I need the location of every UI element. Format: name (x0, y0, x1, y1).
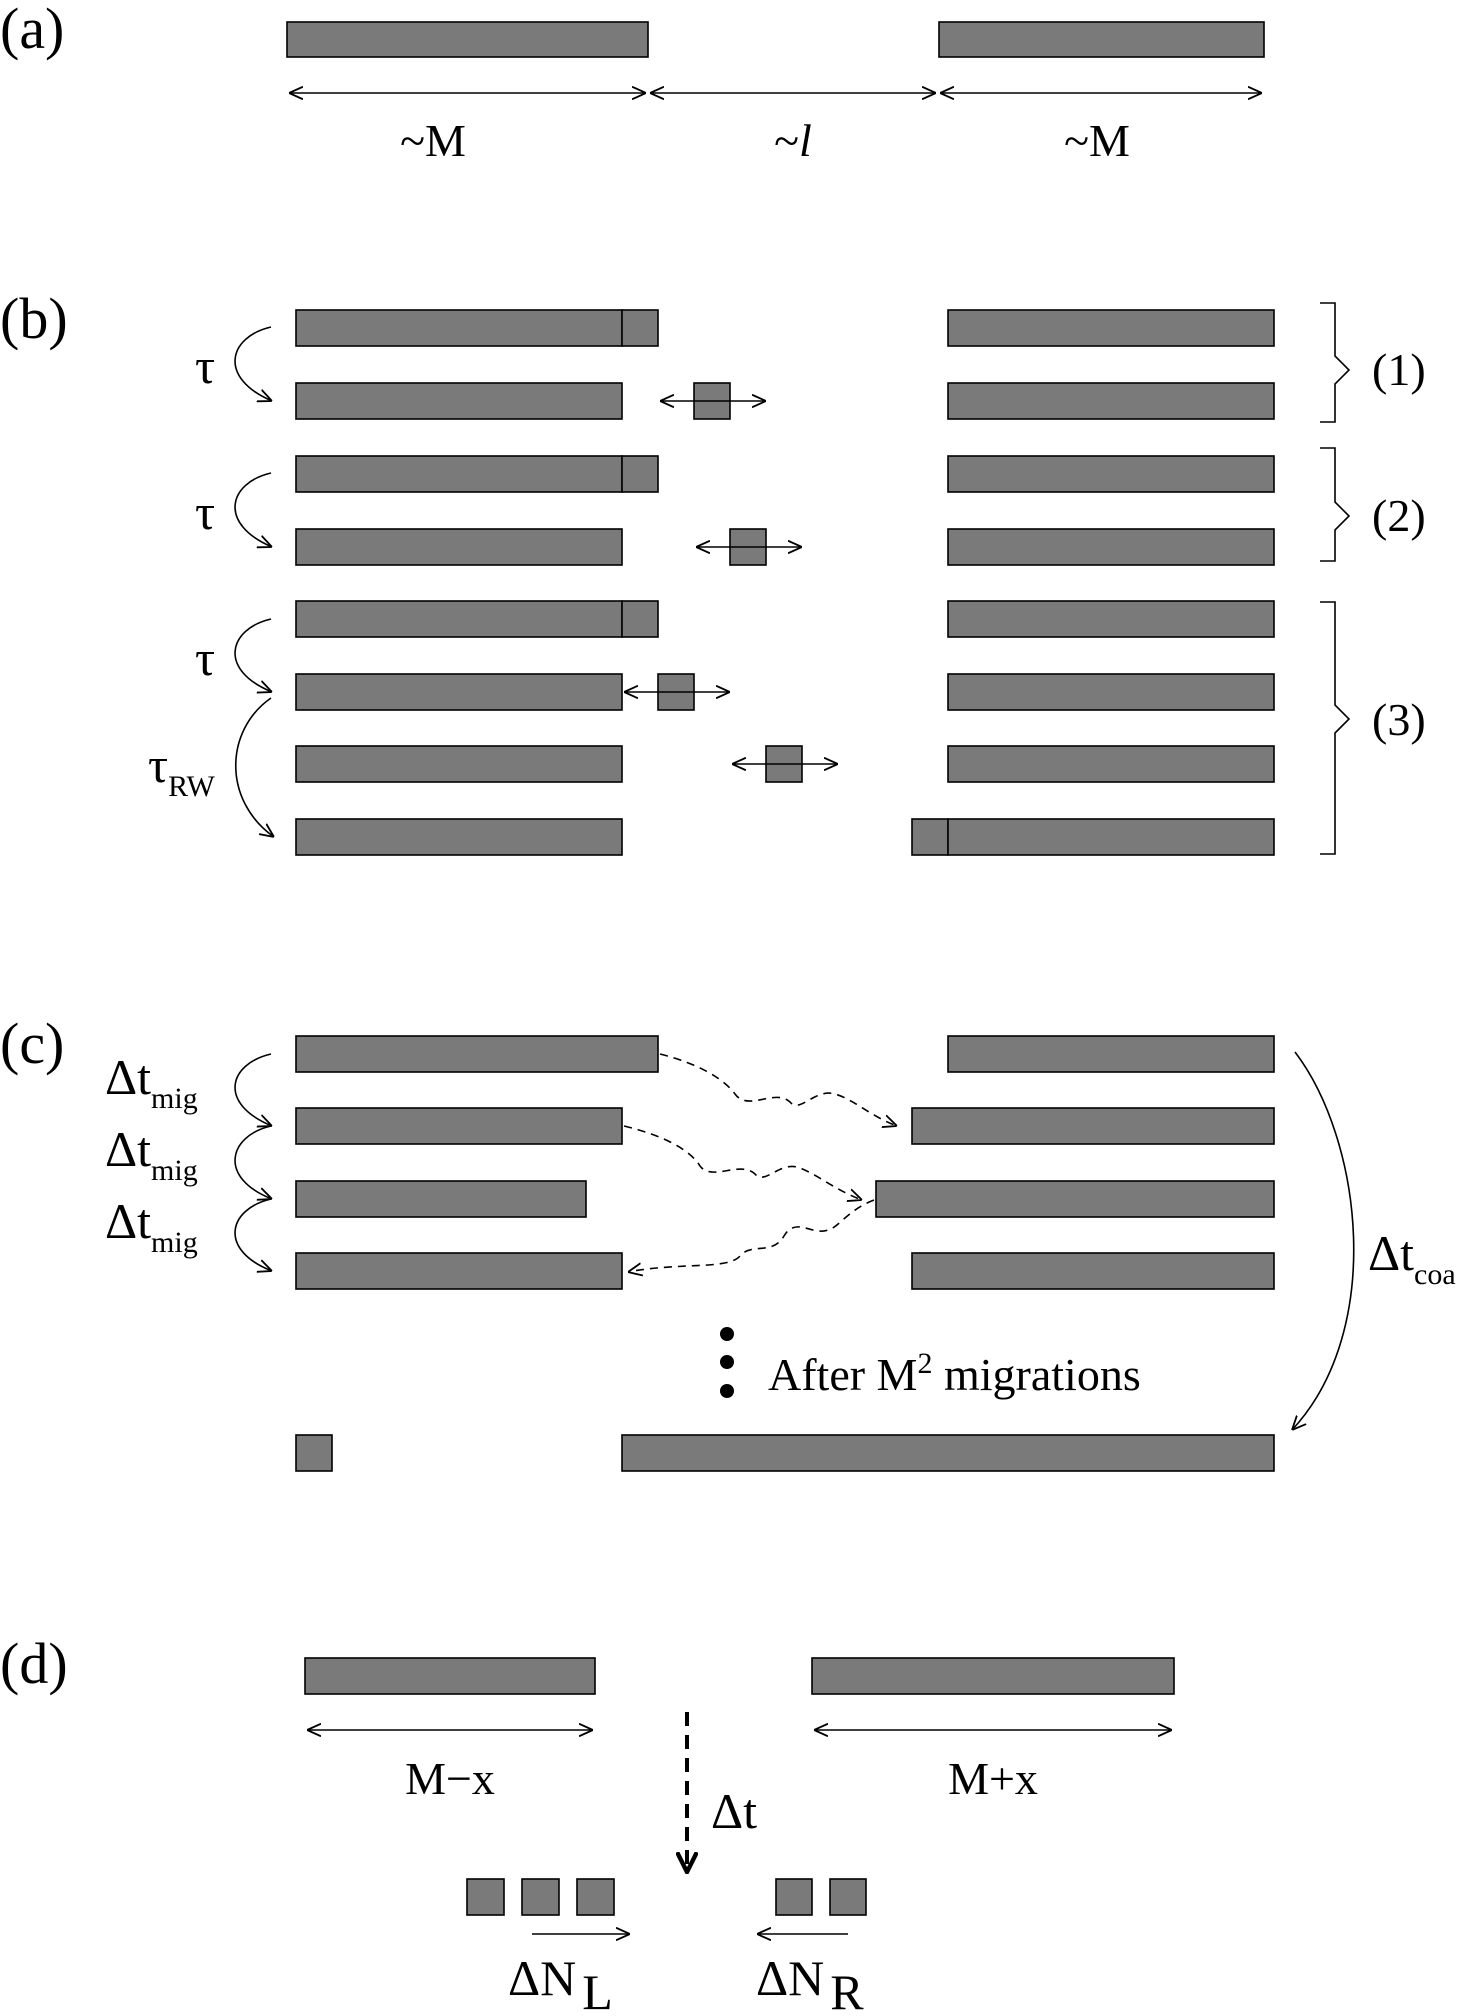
right-domain-bar (947, 1035, 1275, 1073)
left-length-label: M−x (405, 1753, 495, 1804)
migration-time-arrow (234, 1125, 272, 1199)
coalescence-time-arrow (1292, 1051, 1355, 1430)
left-domain-bar (295, 600, 623, 638)
left-domain-bar (295, 309, 623, 347)
ellipsis-dot (720, 1355, 734, 1369)
emitted-particle (621, 600, 659, 638)
left-domain-bar (295, 1252, 623, 1290)
left-domain-bar (304, 1657, 596, 1695)
tau-label: τ (195, 338, 215, 394)
right-domain-bar (947, 673, 1275, 711)
right-domain-bar (938, 21, 1265, 58)
gap-length-label: ~l (774, 115, 812, 166)
right-length-label: M+x (948, 1753, 1038, 1804)
right-domain-bar (875, 1180, 1275, 1218)
particle (466, 1878, 505, 1916)
tau-label: τ (195, 484, 215, 540)
right-domain-bar (947, 818, 1275, 856)
ellipsis-dot (720, 1327, 734, 1341)
left-domain-bar (295, 528, 623, 566)
particle (829, 1878, 867, 1916)
absorbed-particle (911, 818, 949, 856)
right-domain-bar (811, 1657, 1175, 1695)
right-domain-bar (947, 309, 1275, 347)
tau-label: τ (195, 630, 215, 686)
dn-right-label: ΔN R (756, 1950, 864, 2016)
migration-count-note: After M2 migrations (768, 1347, 1141, 1400)
migration-arrow (623, 1125, 862, 1200)
time-step-arrow (234, 326, 272, 401)
migration-time-arrow (234, 1053, 272, 1126)
remaining-left-domain (295, 1434, 333, 1472)
dt-label: Δt (711, 1783, 757, 1839)
ellipsis-dot (720, 1384, 734, 1398)
right-domain-bar (947, 455, 1275, 493)
dt-mig-label: Δtmig (105, 1121, 198, 1187)
panel-d: (d) M−x M+x Δt ΔN L ΔN R (0, 1631, 1175, 2016)
case-label: (2) (1372, 490, 1426, 541)
left-domain-bar (295, 1180, 587, 1218)
tau-rw-label: τRW (148, 737, 215, 803)
case-label: (1) (1372, 344, 1426, 395)
panel-a: (a) ~M ~l ~M (0, 0, 1265, 166)
particle (576, 1878, 615, 1916)
migration-arrow (628, 1199, 875, 1272)
case-label: (3) (1372, 694, 1426, 745)
case-bracket (1320, 302, 1351, 423)
left-domain-bar (295, 1107, 623, 1145)
particle (521, 1878, 560, 1916)
dn-left-label: ΔN L (508, 1950, 613, 2016)
right-domain-bar (947, 382, 1275, 420)
dt-mig-label: Δtmig (105, 1193, 198, 1259)
panel-b-label: (b) (0, 286, 68, 351)
left-domain-bar (295, 455, 623, 493)
right-domain-bar (947, 528, 1275, 566)
coalesced-domain-bar (621, 1434, 1275, 1472)
time-step-arrow (234, 618, 272, 692)
panel-d-label: (d) (0, 1631, 68, 1696)
random-walk-time-arrow (234, 697, 274, 837)
left-domain-bar (295, 818, 623, 856)
case-bracket (1320, 601, 1351, 855)
particle (775, 1878, 813, 1916)
left-domain-bar (286, 21, 649, 58)
panel-c-label: (c) (0, 1011, 64, 1076)
right-domain-bar (911, 1107, 1275, 1145)
panel-a-label: (a) (0, 0, 64, 61)
dt-coa-label: Δtcoa (1368, 1225, 1456, 1291)
case-bracket (1320, 447, 1351, 562)
emitted-particle (621, 309, 659, 347)
time-step-arrow (234, 472, 272, 547)
left-domain-bar (295, 745, 623, 783)
migration-time-arrow (234, 1198, 272, 1271)
panel-b: (b) τ (1) τ (2) (0, 286, 1426, 856)
panel-c: (c) Δtmig Δtmig Δtmig Δtcoa After M2 mig… (0, 1011, 1456, 1472)
right-domain-bar (947, 745, 1275, 783)
left-length-label: ~M (400, 115, 466, 166)
right-length-label: ~M (1064, 115, 1130, 166)
left-domain-bar (295, 673, 623, 711)
right-domain-bar (911, 1252, 1275, 1290)
migration-arrow (659, 1053, 897, 1126)
dt-mig-label: Δtmig (105, 1049, 198, 1115)
left-domain-bar (295, 1035, 659, 1073)
right-domain-bar (947, 600, 1275, 638)
emitted-particle (621, 455, 659, 493)
left-domain-bar (295, 382, 623, 420)
